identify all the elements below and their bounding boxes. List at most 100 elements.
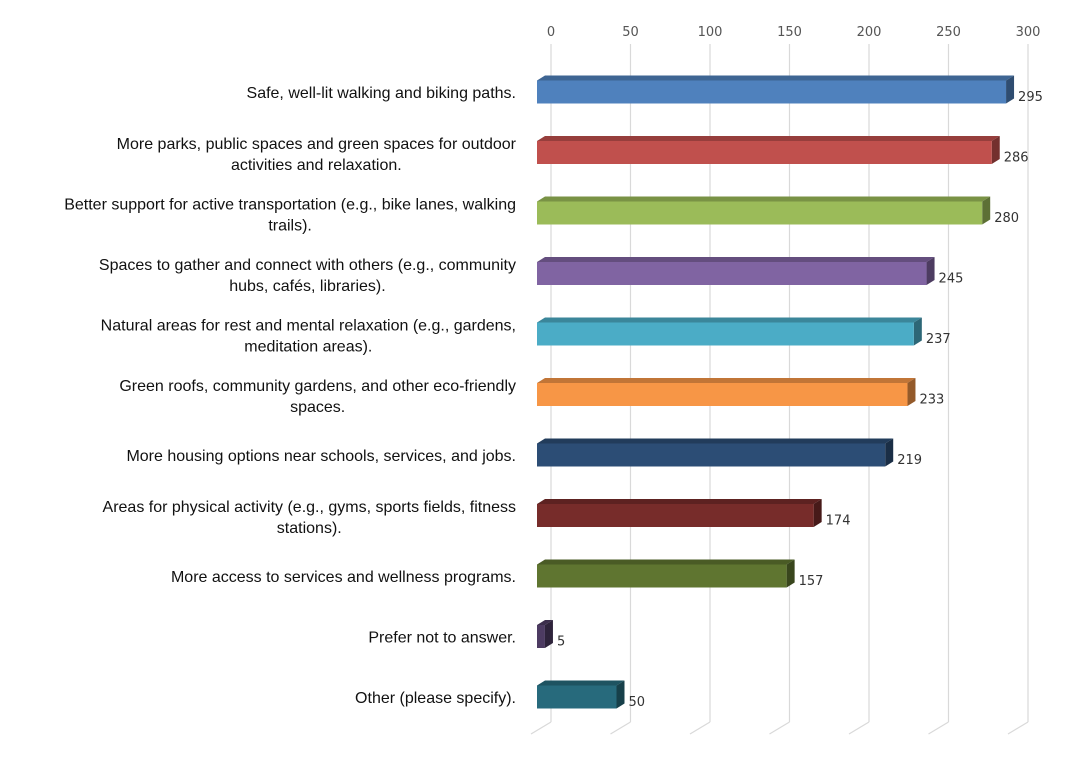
bar-side-face — [885, 438, 894, 467]
bar-front-face — [537, 564, 787, 588]
category-label: Spaces to gather and connect with others… — [99, 257, 516, 295]
bar-front-face — [537, 383, 908, 406]
bar — [537, 75, 1015, 104]
x-axis-ticks: 0 50 100 150 200 250 300 — [547, 25, 1041, 40]
bar — [537, 196, 991, 225]
bar — [537, 378, 916, 406]
category-label-line: More access to services and wellness pro… — [171, 569, 516, 586]
data-label: 157 — [799, 574, 824, 589]
bar-side-face — [907, 378, 916, 406]
bar-front-face — [537, 141, 992, 164]
category-label-line: Other (please specify). — [355, 690, 516, 707]
bar-top-face — [537, 317, 922, 323]
bars: 295 286 280 245 237 233 219 174 157 5 50 — [537, 75, 1043, 710]
bar-top-face — [537, 257, 935, 262]
bar-side-face — [616, 680, 625, 709]
bar-top-face — [537, 680, 625, 686]
x-tick-label: 150 — [777, 25, 802, 40]
x-tick-label: 100 — [698, 25, 723, 40]
gridline-foot — [1007, 721, 1029, 735]
x-tick-label: 300 — [1016, 25, 1041, 40]
category-label-line: spaces. — [290, 399, 345, 416]
bar-top-face — [537, 438, 894, 444]
bar-side-face — [991, 136, 1000, 164]
bar — [537, 438, 894, 467]
bar-side-face — [786, 559, 795, 588]
data-label: 286 — [1004, 151, 1029, 166]
bar — [537, 620, 553, 648]
bar-top-face — [537, 620, 553, 625]
category-label-line: hubs, cafés, libraries). — [229, 278, 386, 295]
bar — [537, 559, 795, 588]
x-tick-label: 200 — [857, 25, 882, 40]
category-label: Natural areas for rest and mental relaxa… — [101, 318, 516, 356]
bar-side-face — [913, 317, 922, 346]
bar-top-face — [537, 75, 1015, 81]
bar-top-face — [537, 136, 1000, 141]
bar-top-face — [537, 499, 822, 504]
bar — [537, 680, 625, 709]
bar-front-face — [537, 443, 886, 467]
category-label-line: activities and relaxation. — [231, 157, 402, 174]
gridline-foot — [928, 721, 949, 735]
category-label-line: trails). — [268, 218, 312, 235]
category-label: Safe, well-lit walking and biking paths. — [247, 85, 516, 102]
bar-front-face — [537, 322, 914, 346]
category-label-line: Areas for physical activity (e.g., gyms,… — [103, 499, 516, 516]
bar — [537, 257, 935, 285]
data-label: 174 — [826, 514, 851, 529]
category-label: Areas for physical activity (e.g., gyms,… — [103, 499, 516, 537]
bar-top-face — [537, 559, 795, 565]
data-label: 5 — [557, 635, 565, 650]
category-label-line: Safe, well-lit walking and biking paths. — [247, 85, 516, 102]
category-label-line: More housing options near schools, servi… — [126, 448, 516, 465]
x-tick-label: 250 — [936, 25, 961, 40]
category-label: Green roofs, community gardens, and othe… — [119, 378, 516, 416]
category-label-line: Prefer not to answer. — [368, 630, 516, 647]
bar-side-face — [544, 620, 553, 648]
bar — [537, 499, 822, 527]
data-label: 219 — [897, 453, 922, 468]
category-label-line: meditation areas). — [244, 339, 372, 356]
data-label: 295 — [1018, 90, 1043, 105]
x-tick-label: 0 — [547, 25, 555, 40]
category-label: More access to services and wellness pro… — [171, 569, 516, 586]
bar-top-face — [537, 196, 991, 202]
bar-top-face — [537, 378, 916, 383]
category-label-line: Natural areas for rest and mental relaxa… — [101, 318, 516, 335]
bar-front-face — [537, 504, 814, 527]
bar-front-face — [537, 262, 927, 285]
data-label: 50 — [629, 695, 646, 710]
category-label: Better support for active transportation… — [64, 197, 516, 235]
category-label-line: More parks, public spaces and green spac… — [117, 136, 517, 153]
bar-side-face — [813, 499, 822, 527]
category-label: More parks, public spaces and green spac… — [117, 136, 517, 174]
bar-front-face — [537, 685, 617, 709]
bar-side-face — [926, 257, 935, 285]
category-label: Prefer not to answer. — [368, 630, 516, 647]
bar-front-face — [537, 201, 983, 225]
x-tick-label: 50 — [622, 25, 639, 40]
bar-front-face — [537, 80, 1007, 104]
category-label-line: stations). — [277, 520, 342, 537]
bar-side-face — [982, 196, 991, 225]
category-label-line: Spaces to gather and connect with others… — [99, 257, 516, 274]
gridline-foot — [689, 721, 711, 735]
bar — [537, 136, 1000, 164]
gridline-foot — [848, 721, 870, 735]
bar — [537, 317, 922, 346]
category-labels: Safe, well-lit walking and biking paths.… — [64, 85, 516, 707]
bar-front-face — [537, 625, 545, 648]
category-label: Other (please specify). — [355, 690, 516, 707]
data-label: 237 — [926, 332, 951, 347]
bar-side-face — [1006, 75, 1015, 104]
category-label: More housing options near schools, servi… — [126, 448, 516, 465]
category-label-line: Green roofs, community gardens, and othe… — [119, 378, 516, 395]
data-label: 280 — [994, 211, 1019, 226]
data-label: 245 — [939, 272, 964, 287]
category-label-line: Better support for active transportation… — [64, 197, 516, 214]
gridline-foot — [610, 721, 631, 735]
gridline-foot — [530, 721, 552, 735]
gridline-foot — [769, 721, 790, 735]
